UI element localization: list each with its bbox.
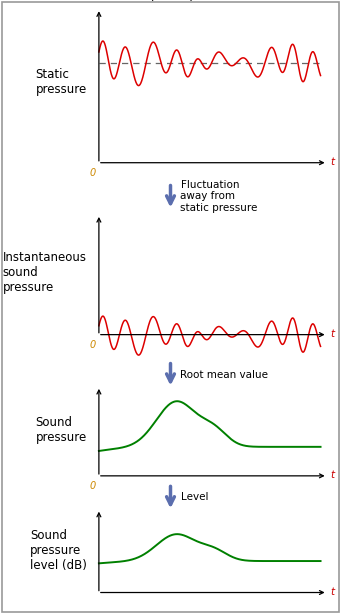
Text: t: t (330, 157, 335, 167)
Text: Root mean value: Root mean value (180, 370, 268, 379)
Text: Sound
pressure: Sound pressure (36, 416, 87, 445)
Text: Level: Level (180, 492, 208, 502)
Text: Sound
pressure
level (dB): Sound pressure level (dB) (30, 529, 87, 572)
Text: t: t (330, 328, 335, 339)
Text: Instantaneous
sound
pressure: Instantaneous sound pressure (3, 251, 87, 293)
Text: 0: 0 (90, 340, 96, 349)
Text: t: t (330, 470, 335, 480)
Text: 0: 0 (90, 481, 96, 491)
Text: t: t (330, 586, 335, 597)
Text: Static
pressure: Static pressure (36, 68, 87, 96)
Text: 0: 0 (90, 168, 96, 177)
Text: Fluctuation
away from
static pressure: Fluctuation away from static pressure (180, 180, 258, 213)
Text: Atmospheric pressure: Atmospheric pressure (116, 0, 237, 1)
